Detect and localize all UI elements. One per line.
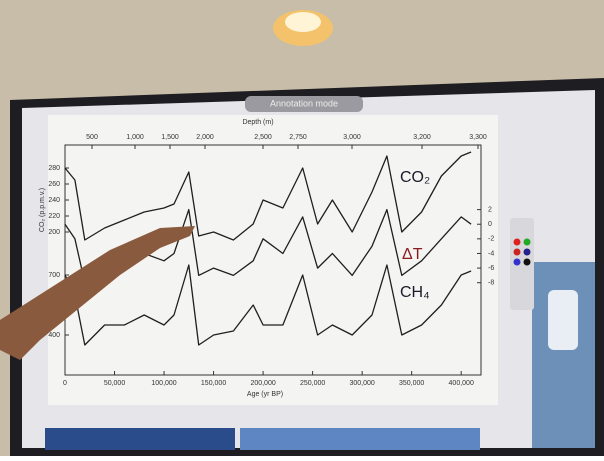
color-swatch[interactable]: [513, 258, 521, 266]
series-label: ΔT: [402, 246, 423, 263]
x-tick-label: 50,000: [104, 380, 126, 387]
side-image: [532, 262, 595, 448]
color-swatch[interactable]: [523, 238, 531, 246]
side-image-detail: [548, 290, 578, 350]
y-tick-label: -4: [488, 250, 494, 257]
x-tick-label: 200,000: [250, 380, 275, 387]
y-tick-label: 260: [48, 181, 60, 188]
x2-tick-label: 1,500: [161, 134, 179, 141]
x2-tick-label: 2,000: [196, 134, 214, 141]
x2-tick-label: 3,300: [469, 134, 487, 141]
thumbnail: [45, 428, 235, 450]
y-tick-label: 200: [48, 229, 60, 236]
lamp-glow: [285, 12, 321, 32]
banner: Annotation mode: [270, 98, 338, 108]
x2-tick-label: 3,000: [343, 134, 361, 141]
y-tick-label: 2: [488, 206, 492, 213]
series-label: CH₄: [400, 284, 430, 301]
y-tick-label: -8: [488, 280, 494, 287]
x2-tick-label: 2,500: [254, 134, 272, 141]
y-tick-label: 280: [48, 165, 60, 172]
x2-tick-label: 1,000: [126, 134, 144, 141]
y-tick-label: 400: [48, 332, 60, 339]
x-tick-label: 300,000: [349, 380, 374, 387]
series-line: [64, 264, 472, 346]
pointing-arm: [0, 226, 195, 360]
thumbnail: [240, 428, 480, 450]
y-tick-label: 0: [488, 221, 492, 228]
banner-bg: [245, 96, 363, 112]
x2-tick-label: 2,750: [289, 134, 307, 141]
x-tick-label: 0: [63, 380, 67, 387]
y-tick-label: -2: [488, 236, 494, 243]
y-tick-label: -6: [488, 265, 494, 272]
chart: Depth (m) Age (yr BP) CO₂ (p.p.m.v.) 0 50…: [39, 119, 494, 398]
color-swatch[interactable]: [523, 258, 531, 266]
y-tick-label: 220: [48, 213, 60, 220]
y-tick-label: 240: [48, 197, 60, 204]
plot-frame: [64, 144, 482, 376]
x-tick-label: 350,000: [399, 380, 424, 387]
x-tick-label: 100,000: [151, 380, 176, 387]
y-tick-label: 700: [48, 272, 60, 279]
series-label: CO₂: [400, 169, 430, 186]
x-tick-label: 150,000: [201, 380, 226, 387]
x2-axis-title: Depth (m): [242, 119, 273, 126]
x-axis-title: Age (yr BP): [247, 391, 283, 398]
x2-tick-label: 3,200: [413, 134, 431, 141]
color-swatch[interactable]: [523, 248, 531, 256]
x-tick-label: 250,000: [300, 380, 325, 387]
toolbar: [510, 218, 534, 310]
x-tick-label: 400,000: [449, 380, 474, 387]
color-swatch[interactable]: [513, 238, 521, 246]
color-swatch[interactable]: [513, 248, 521, 256]
x2-tick-label: 500: [86, 134, 98, 141]
y-axis-title: CO₂ (p.p.m.v.): [39, 188, 46, 232]
series-line: [64, 151, 472, 241]
